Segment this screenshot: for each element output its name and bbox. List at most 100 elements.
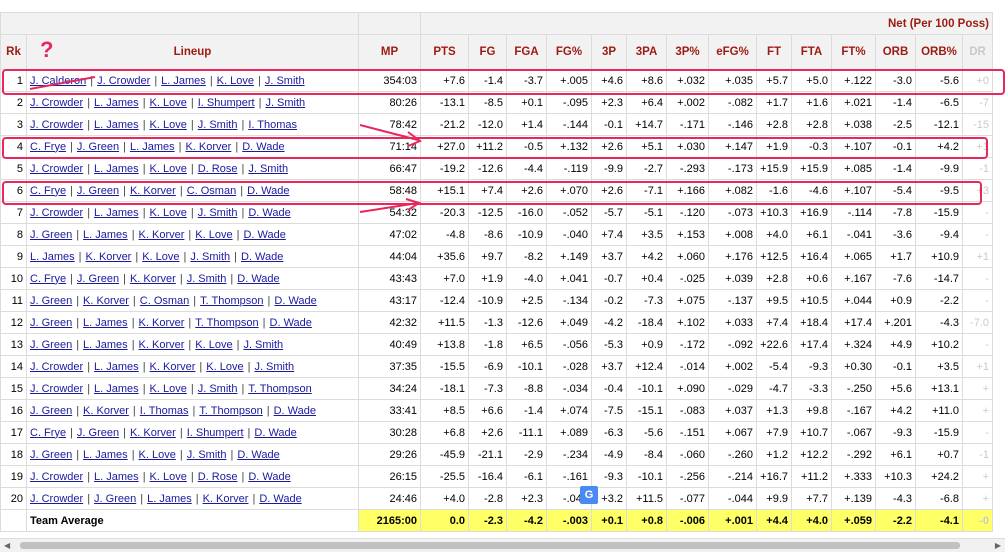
player-link[interactable]: L. James xyxy=(83,448,128,461)
player-link[interactable]: D. Wade xyxy=(273,404,316,417)
player-link[interactable]: K. Korver xyxy=(138,316,185,329)
player-link[interactable]: L. James xyxy=(94,206,139,219)
player-link[interactable]: J. Green xyxy=(76,184,120,197)
player-link[interactable]: D. Wade xyxy=(242,140,285,153)
player-link[interactable]: J. Crowder xyxy=(97,74,151,87)
col-header-pts[interactable]: PTS xyxy=(420,34,469,70)
player-link[interactable]: D. Wade xyxy=(243,228,286,241)
lineup-header[interactable]: Lineup xyxy=(26,34,359,70)
player-link[interactable]: L. James xyxy=(94,382,139,395)
player-link[interactable]: J. Crowder xyxy=(30,162,84,175)
scroll-right-icon[interactable]: ▶ xyxy=(994,541,1001,550)
player-link[interactable]: K. Korver xyxy=(83,404,129,417)
player-link[interactable]: L. James xyxy=(129,140,175,153)
player-link[interactable]: D. Wade xyxy=(274,294,317,307)
player-link[interactable]: J. Crowder xyxy=(30,470,84,483)
player-link[interactable]: D. Wade xyxy=(248,470,291,483)
player-link[interactable]: C. Frye xyxy=(30,426,67,439)
player-link[interactable]: K. Love xyxy=(142,250,180,263)
player-link[interactable]: K. Love xyxy=(149,470,187,483)
player-link[interactable]: K. Korver xyxy=(129,184,176,197)
col-header-fg-pct[interactable]: FG% xyxy=(546,34,592,70)
player-link[interactable]: J. Crowder xyxy=(30,360,84,373)
player-link[interactable]: J. Calderon xyxy=(30,74,87,87)
player-link[interactable]: K. Love xyxy=(149,162,187,175)
player-link[interactable]: J. Smith xyxy=(197,206,238,219)
player-link[interactable]: J. Crowder xyxy=(30,118,84,131)
player-link[interactable]: T. Thompson xyxy=(200,294,264,307)
player-link[interactable]: K. Love xyxy=(149,382,187,395)
player-link[interactable]: L. James xyxy=(94,118,139,131)
player-link[interactable]: D. Wade xyxy=(259,492,302,505)
player-link[interactable]: I. Thomas xyxy=(139,404,189,417)
player-link[interactable]: J. Green xyxy=(76,140,120,153)
player-link[interactable]: J. Crowder xyxy=(30,96,84,109)
player-link[interactable]: J. Green xyxy=(76,272,120,285)
player-link[interactable]: C. Frye xyxy=(30,184,67,197)
player-link[interactable]: K. Korver xyxy=(129,426,176,439)
player-link[interactable]: T. Thompson xyxy=(248,382,312,395)
col-header-orb-pct[interactable]: ORB% xyxy=(915,34,963,70)
player-link[interactable]: D. Wade xyxy=(237,272,280,285)
player-link[interactable]: J. Crowder xyxy=(30,382,84,395)
player-link[interactable]: L. James xyxy=(161,74,206,87)
player-link[interactable]: K. Korver xyxy=(202,492,249,505)
col-header-3p-pct[interactable]: 3P% xyxy=(666,34,709,70)
player-link[interactable]: K. Love xyxy=(195,228,233,241)
player-link[interactable]: C. Osman xyxy=(186,184,237,197)
player-link[interactable]: L. James xyxy=(94,162,139,175)
player-link[interactable]: K. Love xyxy=(149,96,187,109)
player-link[interactable]: K. Love xyxy=(138,448,176,461)
col-header-fta[interactable]: FTA xyxy=(791,34,832,70)
player-link[interactable]: K. Love xyxy=(195,338,233,351)
player-link[interactable]: D. Wade xyxy=(237,448,280,461)
player-link[interactable]: L. James xyxy=(30,250,75,263)
player-link[interactable]: J. Smith xyxy=(197,118,238,131)
player-link[interactable]: J. Green xyxy=(30,294,73,307)
col-header-dr[interactable]: DR xyxy=(962,34,993,70)
player-link[interactable]: I. Thomas xyxy=(248,118,298,131)
col-header-fg[interactable]: FG xyxy=(468,34,507,70)
player-link[interactable]: J. Green xyxy=(30,404,73,417)
player-link[interactable]: K. Korver xyxy=(85,250,132,263)
player-link[interactable]: J. Crowder xyxy=(30,492,84,505)
col-header-mp[interactable]: MP xyxy=(358,34,421,70)
player-link[interactable]: J. Green xyxy=(94,492,137,505)
player-link[interactable]: K. Korver xyxy=(149,360,196,373)
player-link[interactable]: J. Smith xyxy=(186,448,227,461)
player-link[interactable]: J. Crowder xyxy=(30,206,84,219)
player-link[interactable]: J. Smith xyxy=(254,360,295,373)
player-link[interactable]: K. Love xyxy=(149,118,187,131)
player-link[interactable]: D. Wade xyxy=(240,250,284,263)
player-link[interactable]: J. Green xyxy=(30,338,73,351)
player-link[interactable]: L. James xyxy=(94,470,139,483)
col-header-ft[interactable]: FT xyxy=(756,34,792,70)
translate-icon[interactable]: G xyxy=(580,486,598,504)
player-link[interactable]: J. Smith xyxy=(248,162,289,175)
player-link[interactable]: J. Smith xyxy=(186,272,227,285)
player-link[interactable]: D. Wade xyxy=(269,316,312,329)
player-link[interactable]: C. Frye xyxy=(30,140,67,153)
rk-header[interactable]: Rk xyxy=(0,34,27,70)
player-link[interactable]: L. James xyxy=(83,338,128,351)
player-link[interactable]: L. James xyxy=(94,96,139,109)
player-link[interactable]: J. Green xyxy=(76,426,120,439)
player-link[interactable]: K. Love xyxy=(206,360,244,373)
col-header-fga[interactable]: FGA xyxy=(506,34,547,70)
player-link[interactable]: K. Korver xyxy=(185,140,232,153)
player-link[interactable]: L. James xyxy=(83,316,128,329)
col-header-efg-pct[interactable]: eFG% xyxy=(708,34,757,70)
scroll-left-icon[interactable]: ◀ xyxy=(4,541,11,550)
player-link[interactable]: D. Rose xyxy=(197,470,238,483)
player-link[interactable]: D. Wade xyxy=(247,184,290,197)
player-link[interactable]: J. Smith xyxy=(190,250,231,263)
player-link[interactable]: L. James xyxy=(94,360,139,373)
col-header-ft-pct[interactable]: FT% xyxy=(831,34,876,70)
player-link[interactable]: J. Smith xyxy=(243,338,284,351)
player-link[interactable]: L. James xyxy=(83,228,128,241)
player-link[interactable]: J. Smith xyxy=(197,382,238,395)
player-link[interactable]: D. Rose xyxy=(197,162,238,175)
player-link[interactable]: J. Green xyxy=(30,448,73,461)
player-link[interactable]: K. Korver xyxy=(83,294,129,307)
player-link[interactable]: I. Shumpert xyxy=(186,426,244,439)
